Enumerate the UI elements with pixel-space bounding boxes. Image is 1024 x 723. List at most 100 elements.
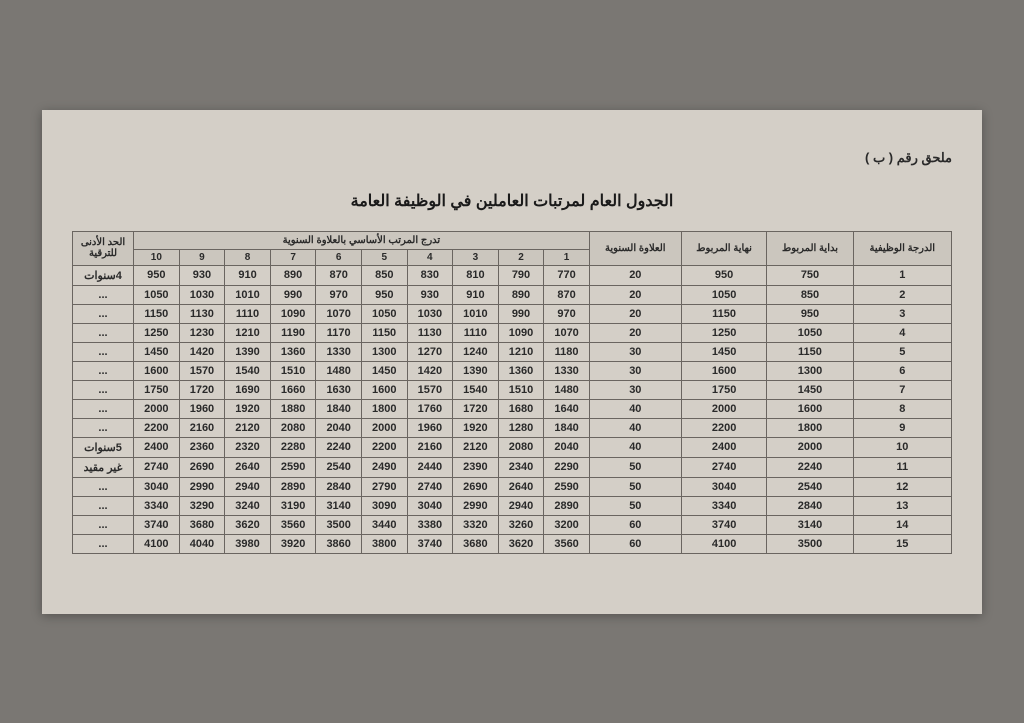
step-header-cell: 4 (407, 249, 453, 265)
cell-step: 1660 (270, 380, 316, 399)
cell-step: 1510 (498, 380, 544, 399)
appendix-label: ملحق رقم ( ب ) (72, 150, 952, 166)
table-row: 1225403040502590264026902740279028402890… (73, 477, 952, 496)
cell-step: 2940 (225, 477, 271, 496)
cell-step: 930 (407, 285, 453, 304)
cell-start: 1150 (767, 342, 853, 361)
cell-step: 1920 (453, 418, 499, 437)
table-row: 1122402740502290234023902440249025402590… (73, 457, 952, 477)
cell-step: 1570 (179, 361, 225, 380)
cell-step: 3140 (316, 496, 362, 515)
cell-start: 2240 (767, 457, 853, 477)
cell-increment: 50 (589, 477, 681, 496)
cell-limit: ... (73, 361, 134, 380)
cell-start: 2000 (767, 437, 853, 457)
cell-step: 830 (407, 265, 453, 285)
cell-step: 2390 (453, 457, 499, 477)
cell-step: 3190 (270, 496, 316, 515)
cell-grade: 7 (853, 380, 951, 399)
cell-step: 3560 (544, 534, 590, 553)
cell-grade: 14 (853, 515, 951, 534)
cell-step: 3090 (361, 496, 407, 515)
cell-step: 1300 (361, 342, 407, 361)
cell-step: 3440 (361, 515, 407, 534)
cell-step: 1090 (270, 304, 316, 323)
cell-step: 1760 (407, 399, 453, 418)
cell-step: 1960 (179, 399, 225, 418)
cell-step: 2590 (544, 477, 590, 496)
cell-end: 1050 (681, 285, 767, 304)
cell-limit: ... (73, 477, 134, 496)
cell-step: 2000 (134, 399, 180, 418)
cell-step: 2440 (407, 457, 453, 477)
cell-end: 3340 (681, 496, 767, 515)
cell-step: 3620 (498, 534, 544, 553)
cell-step: 1030 (179, 285, 225, 304)
cell-limit: ... (73, 399, 134, 418)
cell-step: 1690 (225, 380, 271, 399)
cell-step: 2840 (316, 477, 362, 496)
salary-table: الدرجة الوظيفية بداية المربوط نهاية المر… (72, 231, 952, 554)
table-row: 9180022004018401280192019602000204020802… (73, 418, 952, 437)
cell-limit: غير مقيد (73, 457, 134, 477)
cell-start: 1450 (767, 380, 853, 399)
cell-grade: 4 (853, 323, 951, 342)
cell-step: 1840 (316, 399, 362, 418)
cell-step: 990 (270, 285, 316, 304)
cell-step: 1840 (544, 418, 590, 437)
cell-step: 1390 (225, 342, 271, 361)
cell-step: 2120 (453, 437, 499, 457)
cell-step: 1600 (361, 380, 407, 399)
cell-step: 3740 (407, 534, 453, 553)
cell-step: 2740 (134, 457, 180, 477)
cell-step: 2540 (316, 457, 362, 477)
cell-step: 2790 (361, 477, 407, 496)
cell-step: 1330 (316, 342, 362, 361)
col-grade: الدرجة الوظيفية (853, 231, 951, 265)
cell-step: 3680 (453, 534, 499, 553)
table-title: الجدول العام لمرتبات العاملين في الوظيفة… (72, 191, 952, 211)
cell-limit: ... (73, 380, 134, 399)
cell-step: 1960 (407, 418, 453, 437)
cell-grade: 9 (853, 418, 951, 437)
cell-increment: 30 (589, 342, 681, 361)
cell-increment: 20 (589, 265, 681, 285)
cell-step: 1330 (544, 361, 590, 380)
cell-start: 1300 (767, 361, 853, 380)
cell-increment: 30 (589, 380, 681, 399)
cell-end: 1600 (681, 361, 767, 380)
cell-grade: 10 (853, 437, 951, 457)
cell-step: 2320 (225, 437, 271, 457)
cell-step: 3860 (316, 534, 362, 553)
cell-step: 2590 (270, 457, 316, 477)
table-row: 1535004100603560362036803740380038603920… (73, 534, 952, 553)
cell-step: 3200 (544, 515, 590, 534)
cell-step: 1480 (544, 380, 590, 399)
cell-step: 1030 (407, 304, 453, 323)
cell-step: 910 (453, 285, 499, 304)
cell-end: 3740 (681, 515, 767, 534)
cell-grade: 1 (853, 265, 951, 285)
cell-step: 1050 (361, 304, 407, 323)
cell-step: 1130 (179, 304, 225, 323)
cell-step: 890 (498, 285, 544, 304)
cell-limit: ... (73, 342, 134, 361)
table-row: 1431403740603200326033203380344035003560… (73, 515, 952, 534)
cell-end: 1250 (681, 323, 767, 342)
cell-step: 1280 (498, 418, 544, 437)
cell-step: 1390 (453, 361, 499, 380)
step-header-cell: 3 (453, 249, 499, 265)
cell-step: 2690 (179, 457, 225, 477)
cell-grade: 12 (853, 477, 951, 496)
cell-start: 750 (767, 265, 853, 285)
cell-step: 2120 (225, 418, 271, 437)
cell-step: 1450 (361, 361, 407, 380)
cell-step: 1110 (453, 323, 499, 342)
cell-step: 2040 (544, 437, 590, 457)
step-header-cell: 2 (498, 249, 544, 265)
cell-step: 950 (134, 265, 180, 285)
cell-grade: 15 (853, 534, 951, 553)
cell-step: 3740 (134, 515, 180, 534)
cell-end: 950 (681, 265, 767, 285)
step-header-cell: 5 (361, 249, 407, 265)
